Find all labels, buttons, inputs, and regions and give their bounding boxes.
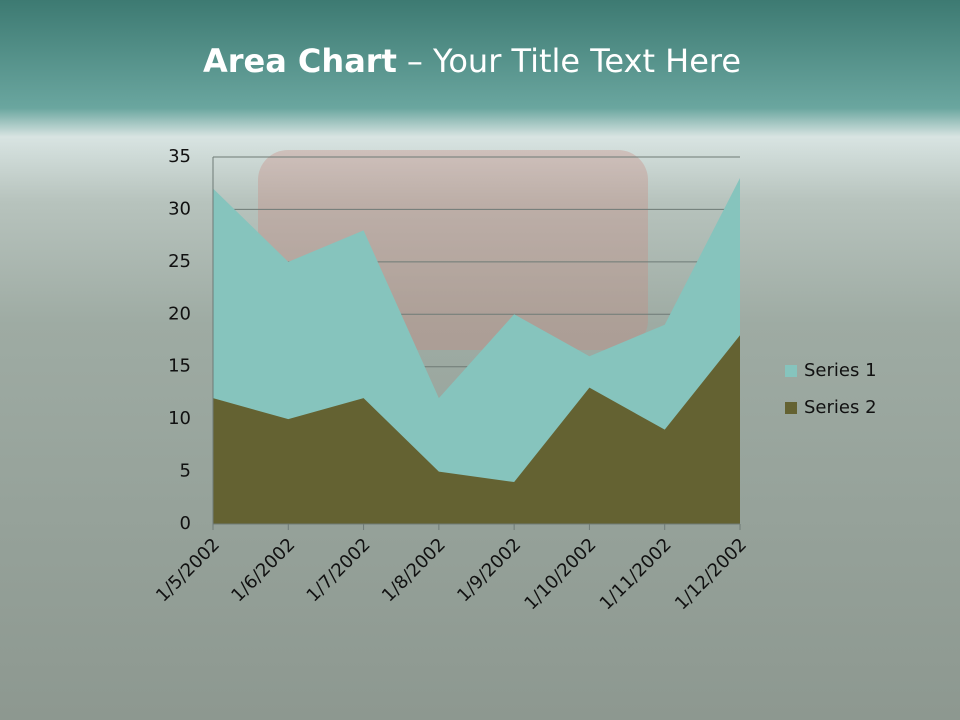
legend-swatch (785, 402, 797, 414)
y-tick-label: 30 (168, 198, 191, 219)
y-tick-label: 0 (180, 513, 191, 534)
title-rest: – Your Title Text Here (407, 42, 741, 80)
slide-title: Area Chart – Your Title Text Here (203, 42, 741, 80)
title-bold: Area Chart (203, 42, 397, 80)
y-tick-label: 35 (168, 146, 191, 167)
y-tick-label: 10 (168, 408, 191, 429)
area (213, 335, 740, 524)
legend-label: Series 1 (804, 360, 877, 381)
y-tick-label: 25 (168, 251, 191, 272)
legend-label: Series 2 (804, 397, 877, 418)
legend-swatch (785, 365, 797, 377)
y-tick-label: 15 (168, 356, 191, 377)
y-tick-label: 20 (168, 303, 191, 324)
y-tick-label: 5 (180, 461, 191, 482)
